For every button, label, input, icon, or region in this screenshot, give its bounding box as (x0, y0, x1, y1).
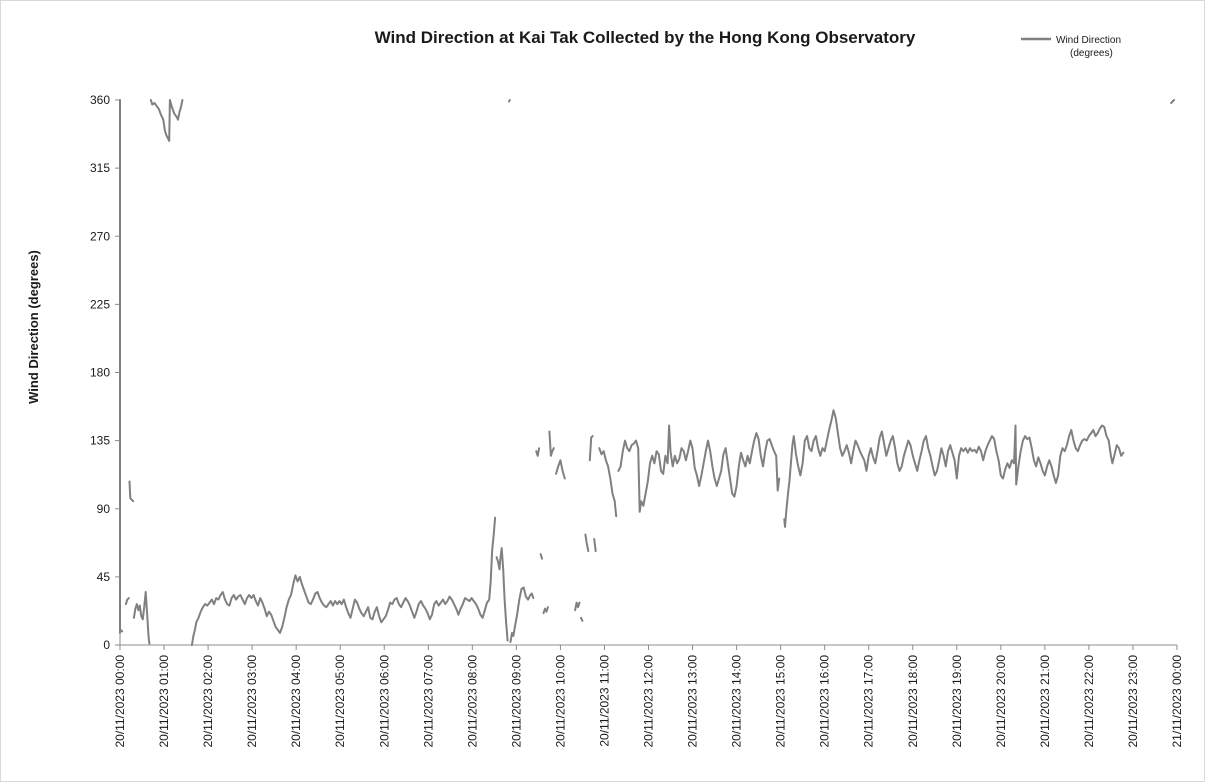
x-tick-label: 20/11/2023 06:00 (377, 655, 391, 748)
series-line-segment (584, 533, 590, 553)
series-line-segment (555, 459, 566, 480)
x-tick-label: 20/11/2023 07:00 (421, 655, 435, 748)
y-tick-label: 225 (90, 297, 110, 311)
x-tick-label: 20/11/2023 21:00 (1038, 655, 1052, 748)
series-line-segment (124, 597, 130, 606)
x-tick-label: 20/11/2023 15:00 (774, 655, 788, 748)
series-line-segment (495, 547, 509, 642)
y-tick-label: 180 (90, 366, 110, 380)
legend: Wind Direction (degrees) (1021, 35, 1121, 59)
legend-label-line: Wind Direction (1056, 35, 1121, 46)
series-line-segment (190, 516, 497, 646)
series-line-segment (783, 409, 1125, 528)
x-tick-label: 20/11/2023 09:00 (509, 655, 523, 748)
chart-title: Wind Direction at Kai Tak Collected by t… (375, 28, 916, 47)
legend-label: Wind Direction (degrees) (1056, 35, 1121, 59)
y-tick-label: 135 (90, 434, 110, 448)
x-tick-label: 20/11/2023 04:00 (289, 655, 303, 748)
x-tick-label: 20/11/2023 12:00 (642, 655, 656, 748)
series-line-segment (542, 606, 549, 615)
series-line-segment (580, 616, 584, 622)
series-line-segment (548, 430, 555, 457)
x-tick-label: 20/11/2023 00:00 (113, 655, 127, 748)
series-line-segment (574, 601, 581, 612)
x-tick-label: 20/11/2023 23:00 (1126, 655, 1140, 748)
series-line-segment (617, 424, 781, 513)
y-axis: 0 45 90 135 180 225 270 315 360 (90, 93, 121, 652)
y-axis-label: Wind Direction (degrees) (26, 250, 41, 404)
x-tick-label: 20/11/2023 14:00 (730, 655, 744, 748)
x-tick-label: 20/11/2023 03:00 (245, 655, 259, 748)
series-group (119, 99, 1176, 646)
y-tick-label: 315 (90, 161, 110, 175)
x-tick-label: 20/11/2023 22:00 (1082, 655, 1096, 748)
series-line-segment (598, 447, 618, 518)
x-axis: 20/11/2023 00:00 20/11/2023 01:00 20/11/20… (113, 644, 1184, 748)
x-tick-label: 20/11/2023 13:00 (686, 655, 700, 748)
x-tick-label: 20/11/2023 11:00 (597, 655, 611, 747)
series-line-segment (149, 99, 184, 142)
series-line-segment (593, 538, 597, 553)
x-tick-label: 20/11/2023 08:00 (465, 655, 479, 748)
x-tick-label: 20/11/2023 18:00 (906, 655, 920, 748)
series-line-segment (1170, 99, 1176, 104)
series-line-segment (132, 591, 151, 645)
legend-label-line: (degrees) (1070, 48, 1113, 59)
y-tick-label: 360 (90, 93, 110, 107)
x-tick-label: 21/11/2023 00:00 (1170, 655, 1184, 748)
x-tick-label: 20/11/2023 02:00 (201, 655, 215, 748)
x-tick-label: 20/11/2023 16:00 (818, 655, 832, 748)
series-line-segment (535, 447, 541, 457)
y-tick-label: 45 (97, 570, 111, 584)
x-tick-label: 20/11/2023 10:00 (553, 655, 567, 748)
series-line-segment (119, 628, 124, 633)
series-line-segment (508, 99, 511, 103)
x-tick-label: 20/11/2023 19:00 (950, 655, 964, 748)
x-tick-label: 20/11/2023 05:00 (333, 655, 347, 748)
x-tick-label: 20/11/2023 20:00 (994, 655, 1008, 748)
y-tick-label: 90 (97, 502, 111, 516)
series-line-segment (128, 480, 135, 503)
y-tick-label: 270 (90, 229, 110, 243)
x-tick-label: 20/11/2023 17:00 (862, 655, 876, 748)
series-line-segment (509, 586, 535, 643)
y-tick-label: 0 (103, 638, 110, 652)
series-line-segment (539, 553, 544, 560)
x-tick-label: 20/11/2023 01:00 (157, 655, 171, 748)
series-line-segment (588, 435, 594, 462)
